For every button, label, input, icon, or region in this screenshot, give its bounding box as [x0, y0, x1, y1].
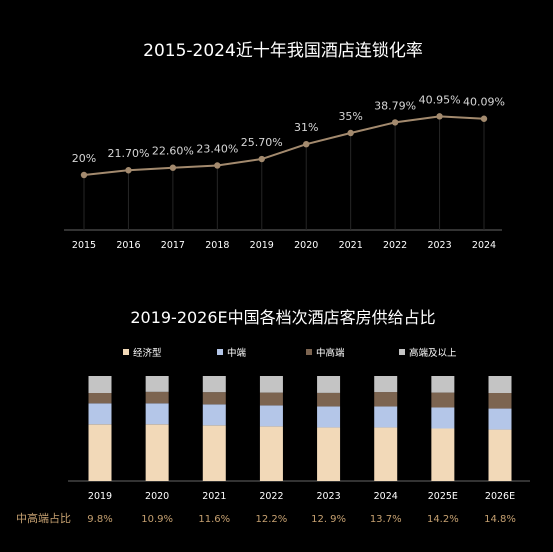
bar-segment	[259, 426, 283, 481]
bar-segment	[202, 425, 226, 481]
bar-chart-legend: 经济型 中端 中高端 高端及以上	[123, 347, 457, 359]
bar-segment	[374, 406, 398, 428]
data-label: 31%	[294, 121, 318, 134]
stacked-bar-chart: 2019 2020 2021 2022 2023 2024 2025E 2026E	[68, 376, 530, 502]
bar-segment	[431, 428, 455, 481]
bar-x-tick-label: 2026E	[485, 491, 515, 502]
data-label: 35%	[338, 110, 362, 123]
data-label: 25.70%	[241, 136, 283, 149]
legend-swatch	[217, 349, 223, 355]
mid-high-share-value: 11.6%	[198, 514, 230, 525]
line-chart: 20% 2015 21.70% 2016 22.60% 2017 23.40% 2018 25.…	[64, 93, 505, 251]
bar-segment	[431, 392, 455, 408]
legend-swatch	[123, 349, 129, 355]
data-point	[436, 113, 443, 120]
x-tick-label: 2024	[472, 240, 496, 251]
bar-segment	[374, 427, 398, 481]
bar-segment	[317, 427, 341, 481]
bar-segment	[374, 392, 398, 407]
legend-swatch	[306, 349, 312, 355]
bar-chart-title: 2019-2026E中国各档次酒店客房供给占比	[130, 308, 435, 327]
data-point	[258, 155, 265, 163]
x-tick-label: 2016	[116, 240, 140, 251]
data-label: 40.09%	[463, 96, 505, 109]
bar-segment	[317, 376, 341, 393]
series-line	[83, 115, 485, 176]
bar-x-tick-label: 2020	[145, 491, 169, 502]
bar-x-tick-label: 2025E	[428, 491, 458, 502]
bar-x-tick-label: 2019	[88, 491, 112, 502]
bar-segment	[488, 376, 512, 394]
data-label: 38.79%	[374, 99, 416, 112]
data-point	[125, 167, 132, 174]
bar-segment	[88, 376, 112, 394]
legend-label: 中端	[227, 347, 247, 359]
mid-high-share-row: 9.8% 10.9% 11.6% 12.2% 12. 9% 13.7% 14.2% 14.8%	[87, 514, 516, 525]
bar-x-tick-label: 2024	[374, 491, 398, 502]
x-tick-label: 2019	[250, 240, 274, 251]
bar-segment	[145, 376, 169, 392]
bar-segment	[374, 376, 398, 393]
legend-label: 中高端	[316, 347, 345, 359]
x-tick-label: 2018	[205, 240, 229, 251]
legend-swatch	[399, 349, 405, 355]
bar-segment	[488, 408, 512, 430]
bar-segment	[202, 392, 226, 405]
data-label: 20%	[72, 152, 96, 165]
x-tick-label: 2023	[427, 240, 451, 251]
line-chart-title: 2015-2024近十年我国酒店连锁化率	[143, 41, 423, 61]
x-tick-label: 2021	[339, 240, 363, 251]
mid-high-share-value: 14.8%	[484, 514, 516, 525]
mid-high-share-value: 10.9%	[141, 514, 173, 525]
bar-segment	[431, 376, 455, 393]
mid-high-share-value: 9.8%	[87, 514, 112, 525]
x-tick-label: 2017	[161, 240, 185, 251]
data-label: 22.60%	[152, 145, 194, 158]
bar-segment	[259, 392, 283, 406]
data-point	[480, 115, 488, 122]
bar-segment	[259, 376, 283, 393]
data-point	[169, 164, 177, 171]
bar-segment	[202, 404, 226, 426]
bar-segment	[88, 424, 112, 481]
bar-x-tick-label: 2023	[316, 491, 340, 502]
data-point	[303, 141, 310, 148]
mid-high-share-value: 12. 9%	[311, 514, 346, 525]
legend-label: 高端及以上	[409, 347, 457, 359]
bar-x-tick-label: 2021	[202, 491, 226, 502]
data-label: 40.95%	[419, 93, 461, 106]
bar-segment	[145, 391, 169, 404]
mid-high-share-row-label: 中高端占比	[16, 511, 71, 525]
bar-segment	[488, 429, 512, 481]
bar-segment	[259, 405, 283, 427]
data-label: 21.70%	[107, 147, 149, 160]
data-point	[214, 162, 221, 169]
data-point	[391, 119, 399, 126]
bar-segment	[145, 403, 169, 425]
data-point	[347, 129, 354, 137]
bar-segment	[317, 406, 341, 428]
bar-segment	[431, 407, 455, 429]
bar-segment	[88, 393, 112, 404]
data-point	[80, 171, 88, 179]
x-tick-label: 2020	[294, 240, 318, 251]
bar-segment	[317, 392, 341, 407]
bar-segment	[202, 376, 226, 393]
bar-segment	[488, 393, 512, 409]
bar-segment	[145, 424, 169, 481]
data-label: 23.40%	[196, 142, 238, 155]
legend-label: 经济型	[133, 347, 162, 359]
x-tick-label: 2015	[72, 240, 96, 251]
bar-x-tick-label: 2022	[259, 491, 283, 502]
x-tick-label: 2022	[383, 240, 407, 251]
bar-segment	[88, 403, 112, 425]
mid-high-share-value: 12.2%	[256, 514, 288, 525]
mid-high-share-value: 14.2%	[427, 514, 459, 525]
mid-high-share-value: 13.7%	[370, 514, 402, 525]
